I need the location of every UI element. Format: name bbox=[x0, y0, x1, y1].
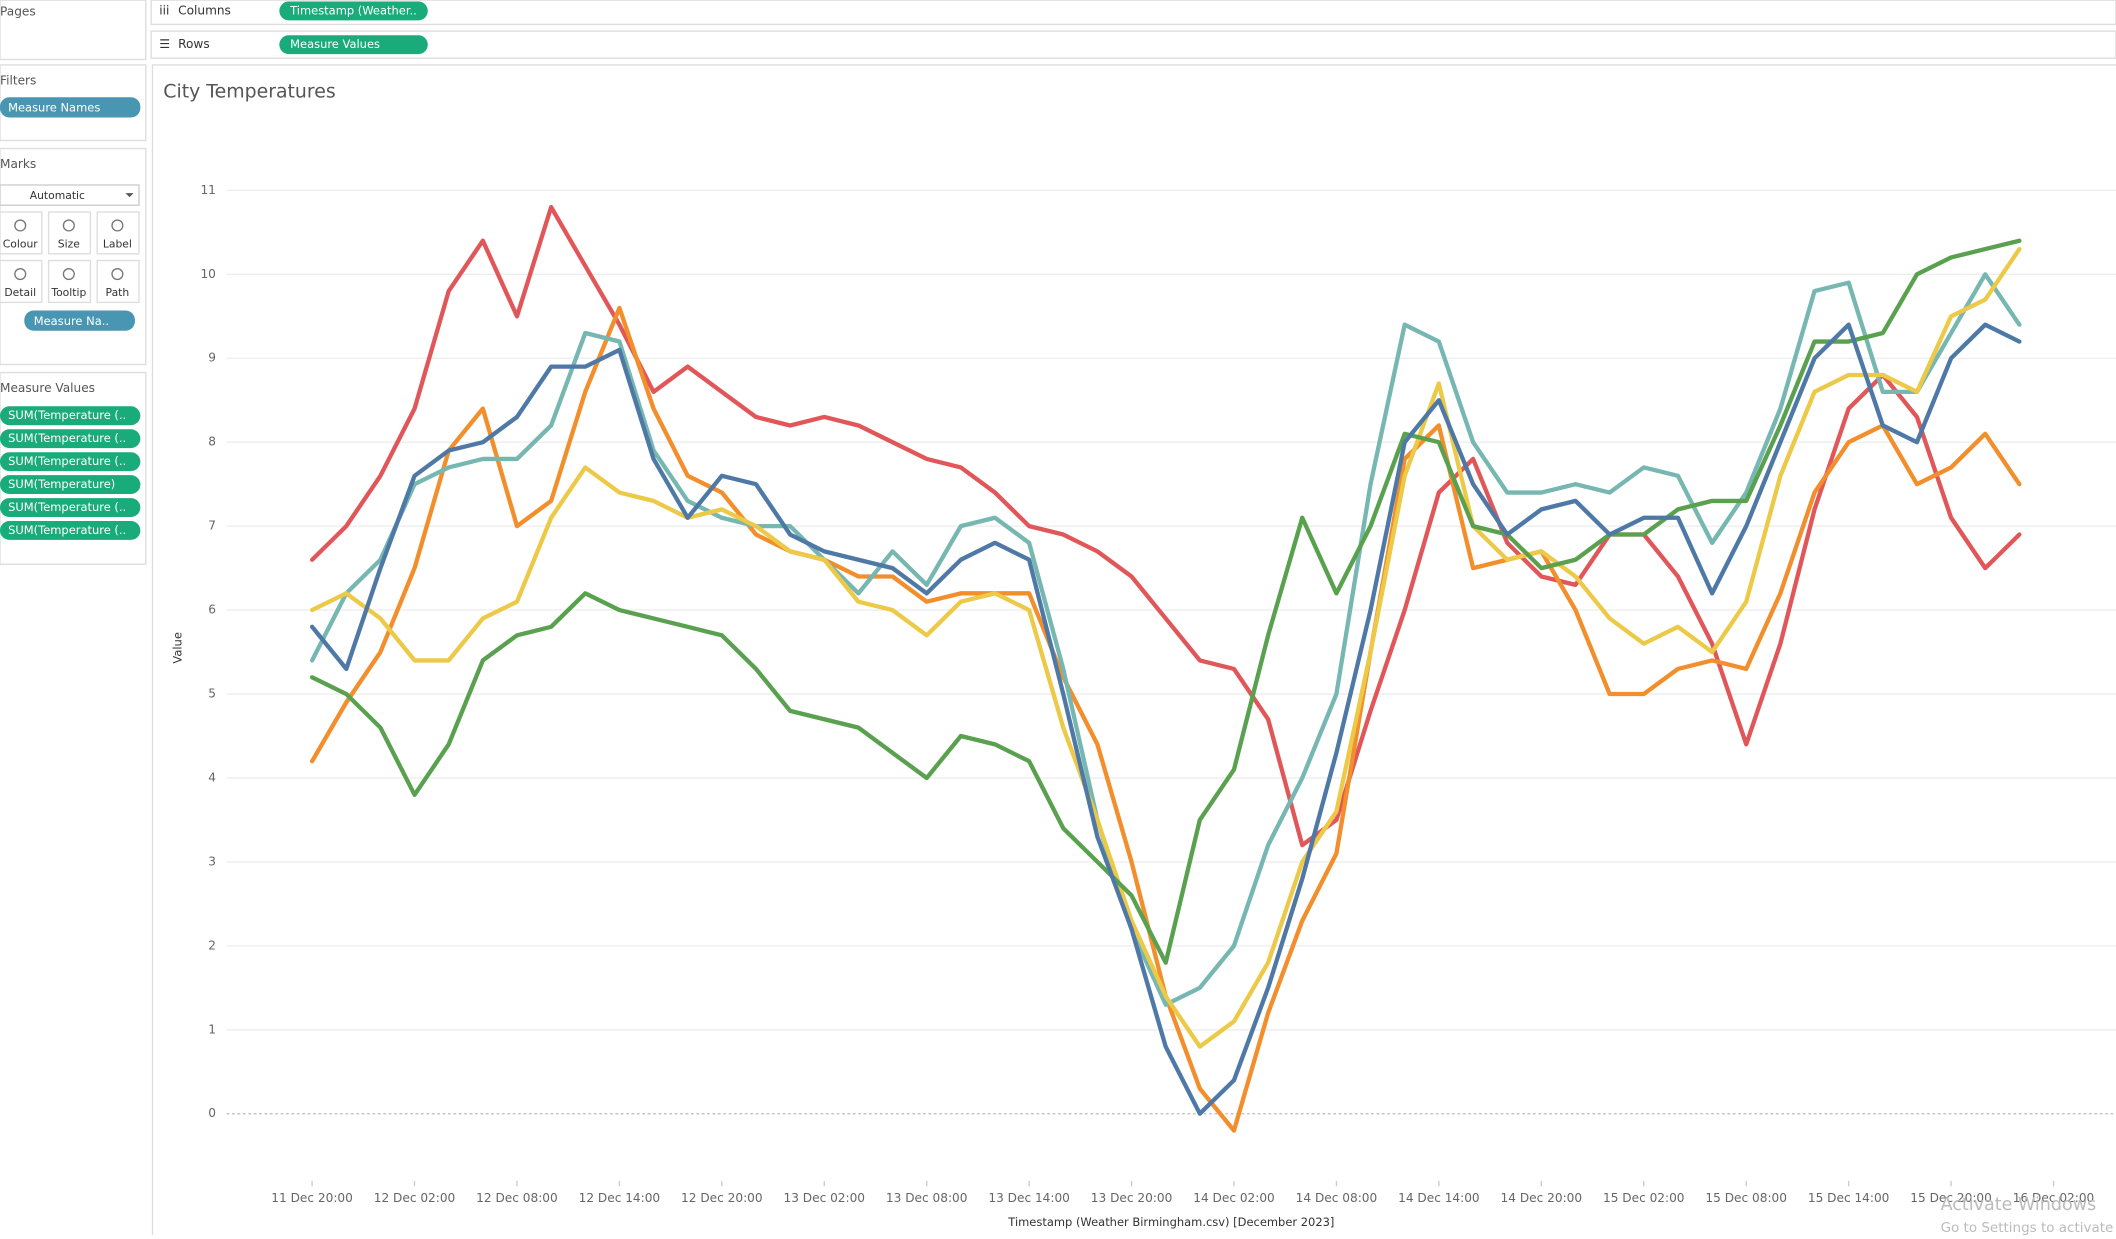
series-line bbox=[309, 238, 2022, 965]
y-axis-title: Value bbox=[171, 632, 185, 664]
mark-button-label: Size bbox=[58, 237, 80, 250]
measure-value-pills: SUM(Temperature (.. SUM(Temperature (.. SU… bbox=[0, 406, 141, 540]
mark-type-dropdown[interactable] bbox=[0, 184, 140, 206]
y-tick-label: 5 bbox=[208, 687, 216, 701]
measure-pill-text: SUM(Temperature (.. bbox=[8, 454, 126, 468]
mark-button[interactable] bbox=[96, 211, 140, 255]
x-tick-label: 13 Dec 02:00 bbox=[783, 1191, 865, 1205]
mark-button-label: Colour bbox=[3, 237, 39, 250]
mark-button[interactable] bbox=[0, 259, 43, 304]
measure-pill[interactable] bbox=[0, 498, 141, 517]
y-tick-label: 3 bbox=[208, 854, 216, 868]
x-tick-label: 13 Dec 20:00 bbox=[1091, 1191, 1173, 1205]
y-tick-label: 9 bbox=[208, 351, 216, 365]
measure-pill-text: SUM(Temperature (.. bbox=[8, 523, 126, 537]
rows-pill-text: Measure Values bbox=[290, 37, 380, 51]
x-tick-label: 15 Dec 02:00 bbox=[1603, 1191, 1685, 1205]
pages-card bbox=[0, 0, 147, 61]
measure-pill[interactable] bbox=[0, 475, 141, 495]
mark-button-label: Tooltip bbox=[50, 286, 86, 299]
series-line bbox=[309, 322, 2022, 1116]
rows-label: Rows bbox=[178, 37, 210, 51]
marks-title: Marks bbox=[0, 157, 36, 171]
measure-pill[interactable] bbox=[0, 406, 141, 426]
y-tick-label: 4 bbox=[208, 770, 216, 784]
y-tick-label: 1 bbox=[208, 1022, 216, 1036]
x-tick-label: 14 Dec 20:00 bbox=[1501, 1191, 1583, 1205]
rows-pill[interactable] bbox=[279, 35, 428, 55]
y-tick-label: 8 bbox=[208, 435, 216, 449]
x-tick-label: 11 Dec 20:00 bbox=[271, 1191, 353, 1205]
mark-button-icon bbox=[111, 219, 124, 232]
series-line bbox=[309, 204, 2022, 848]
x-tick-label: 12 Dec 08:00 bbox=[476, 1191, 558, 1205]
measure-pill[interactable] bbox=[0, 452, 141, 472]
rows-shelf bbox=[150, 30, 2116, 59]
y-tick-label: 11 bbox=[200, 183, 215, 197]
mark-button-label: Label bbox=[103, 237, 132, 250]
chart-title: City Temperatures bbox=[163, 80, 335, 102]
rows-icon: ☰ bbox=[159, 37, 170, 51]
mark-button[interactable] bbox=[47, 211, 92, 255]
colour-pill[interactable] bbox=[24, 310, 135, 331]
view-pane bbox=[151, 64, 2116, 1239]
mark-button-label: Detail bbox=[4, 286, 36, 299]
pages-title: Pages bbox=[0, 5, 36, 19]
y-tick-label: 6 bbox=[208, 603, 216, 617]
mark-button-icon bbox=[14, 219, 27, 232]
columns-pill[interactable] bbox=[279, 1, 428, 21]
columns-icon: iii bbox=[159, 3, 169, 17]
x-tick-label: 12 Dec 20:00 bbox=[681, 1191, 763, 1205]
mark-button[interactable] bbox=[47, 259, 92, 304]
y-tick-label: 10 bbox=[200, 267, 215, 281]
columns-shelf bbox=[150, 0, 2116, 26]
filter-pill-text: Measure Names bbox=[8, 101, 100, 115]
measure-pill-text: SUM(Temperature (.. bbox=[8, 431, 126, 445]
y-tick-label: 2 bbox=[208, 938, 216, 952]
mark-button[interactable] bbox=[96, 259, 140, 304]
columns-pill-text: Timestamp (Weather.. bbox=[289, 3, 417, 17]
mark-button-icon bbox=[111, 267, 124, 281]
x-tick-label: 15 Dec 14:00 bbox=[1808, 1191, 1890, 1205]
x-axis-title: Timestamp (Weather Birmingham.csv) [Dece… bbox=[1007, 1215, 1334, 1229]
series-line bbox=[309, 272, 2022, 1007]
x-tick-label: 16 Dec 02:00 bbox=[2013, 1191, 2095, 1205]
mark-type: Automatic bbox=[30, 189, 85, 202]
mark-button-label: Path bbox=[106, 286, 130, 299]
x-tick-label: 15 Dec 08:00 bbox=[1705, 1191, 1787, 1205]
columns-label: Columns bbox=[178, 3, 231, 17]
measure-pill[interactable] bbox=[0, 521, 141, 540]
x-tick-label: 15 Dec 20:00 bbox=[1910, 1191, 1992, 1205]
y-tick-label: 7 bbox=[208, 519, 216, 533]
mark-button-icon bbox=[62, 219, 75, 232]
dropdown-arrow bbox=[125, 193, 134, 198]
mark-buttons: Colour Size Label Detail Tooltip Path bbox=[0, 211, 140, 304]
x-tick-label: 14 Dec 08:00 bbox=[1296, 1191, 1378, 1205]
y-tick-label: 0 bbox=[208, 1106, 216, 1120]
series-line bbox=[309, 246, 2022, 1049]
measure-pill-text: SUM(Temperature (.. bbox=[8, 500, 126, 514]
watermark-title: Activate Windows bbox=[1941, 1195, 2097, 1215]
measure-pill[interactable] bbox=[0, 429, 141, 449]
measure-values-title: Measure Values bbox=[0, 381, 95, 395]
filter-pill[interactable] bbox=[0, 97, 141, 118]
marks-card bbox=[0, 147, 147, 366]
mark-button[interactable] bbox=[0, 211, 43, 255]
filters-title: Filters bbox=[0, 74, 36, 88]
measure-pill-text: SUM(Temperature (.. bbox=[8, 408, 126, 422]
x-tick-label: 14 Dec 02:00 bbox=[1193, 1191, 1275, 1205]
colour-pill-text: Measure Na.. bbox=[34, 314, 109, 328]
x-tick-label: 13 Dec 14:00 bbox=[988, 1191, 1070, 1205]
mark-button-icon bbox=[62, 267, 75, 281]
watermark-text: Go to Settings to activate W bbox=[1941, 1220, 2116, 1235]
measure-pill-text: SUM(Temperature) bbox=[8, 477, 115, 491]
x-tick-label: 12 Dec 02:00 bbox=[374, 1191, 456, 1205]
plot: 0 1 2 3 4 5 6 7 8 9 10 11 11 Dec 20:00 12 Dec 02:00 12… bbox=[200, 183, 2116, 1205]
mark-button-icon bbox=[14, 267, 27, 281]
x-tick-label: 14 Dec 14:00 bbox=[1398, 1191, 1480, 1205]
x-tick-label: 13 Dec 08:00 bbox=[886, 1191, 968, 1205]
x-tick-label: 12 Dec 14:00 bbox=[579, 1191, 661, 1205]
